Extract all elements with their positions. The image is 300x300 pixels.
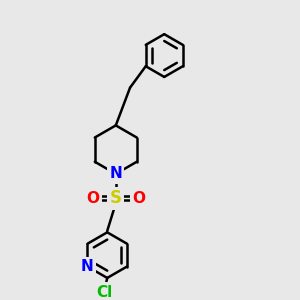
Text: N: N	[110, 167, 122, 182]
Text: Cl: Cl	[96, 285, 112, 300]
Text: S: S	[110, 189, 122, 207]
Text: O: O	[132, 190, 145, 206]
Text: O: O	[86, 190, 100, 206]
Text: N: N	[81, 259, 94, 274]
